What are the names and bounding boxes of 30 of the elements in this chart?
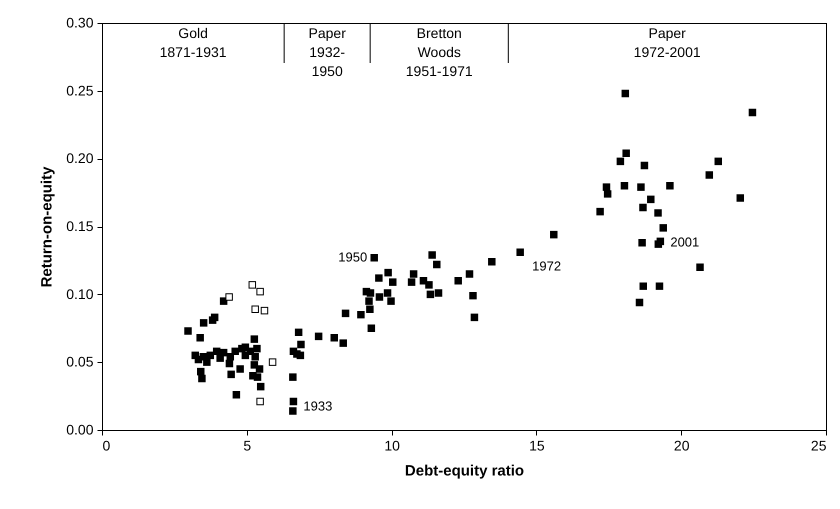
- y-tick-label: 0.10: [66, 286, 94, 302]
- annotation: 1950: [338, 250, 368, 265]
- x-tick-label: 5: [243, 438, 252, 454]
- annotation: Paper 1972-2001: [634, 25, 701, 60]
- annotation: Bretton Woods 1951-1971: [406, 25, 473, 79]
- point: [260, 306, 268, 314]
- y-tick-label: 0.15: [66, 218, 94, 234]
- point: [251, 306, 259, 313]
- y-tick-label: 0.20: [66, 150, 94, 166]
- annotation: 1972: [532, 258, 562, 274]
- x-tick-label: 0: [102, 438, 110, 454]
- annotation: 2001: [670, 234, 700, 250]
- y-tick-label: 0.30: [66, 14, 94, 30]
- point: [225, 293, 233, 301]
- x-tick-label: 10: [384, 438, 400, 454]
- x-tick-label: 25: [810, 438, 827, 454]
- point: [256, 288, 264, 296]
- annotation: Gold 1871-1931: [160, 25, 227, 60]
- x-tick-label: 15: [529, 438, 545, 454]
- y-tick-label: 0.05: [66, 354, 94, 370]
- point: [268, 358, 276, 366]
- y-tick-label: 0.00: [66, 422, 94, 438]
- annotation: 1933: [303, 398, 332, 414]
- annotation: Paper 1932- 1950: [308, 25, 346, 79]
- x-tick-label: 20: [674, 438, 690, 454]
- x-axis-title: Debt-equity ratio: [404, 462, 524, 480]
- point: [256, 398, 264, 406]
- y-axis-title: Return-on-equity: [38, 166, 56, 288]
- point: [248, 281, 256, 289]
- y-tick-label: 0.25: [66, 82, 94, 98]
